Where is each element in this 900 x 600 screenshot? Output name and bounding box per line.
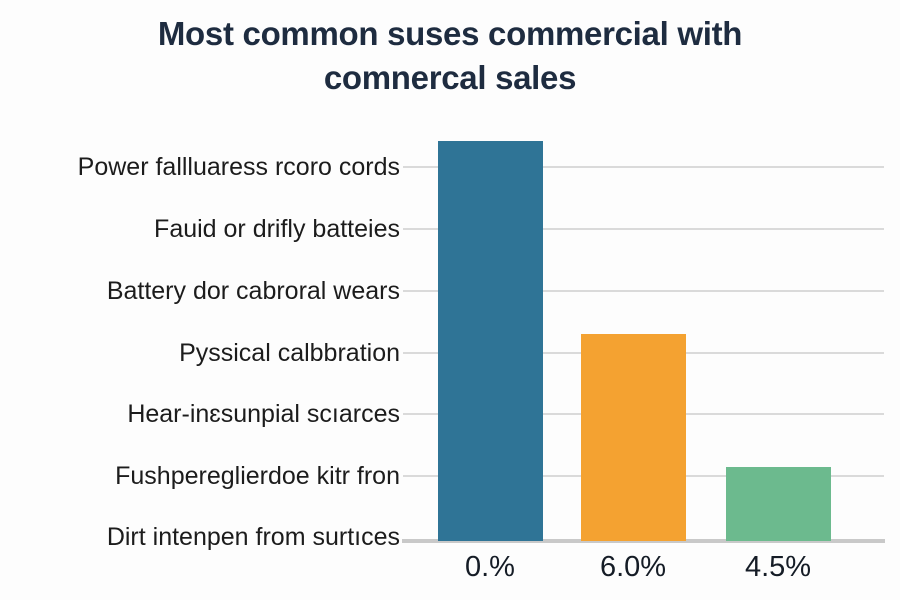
bar <box>580 334 686 541</box>
category-label: Power fallluaress rcoro cords <box>77 153 400 181</box>
category-label: Battery dor cabroral wears <box>106 277 400 305</box>
bar <box>725 467 831 541</box>
x-tick-label: 0.% <box>465 551 515 583</box>
category-label: Dirt intenpen from surtıces <box>106 523 400 551</box>
chart-title: Most common suses commercial with comnerc… <box>0 12 900 100</box>
gridline <box>403 228 884 230</box>
x-axis-baseline <box>402 539 885 543</box>
x-tick-label: 4.5% <box>744 551 812 583</box>
chart-title-line1: Most common suses commercial with <box>157 15 743 52</box>
category-label: Fushpereglierdoe kitr fron <box>115 461 400 490</box>
category-label: Pyssical calbbration <box>179 338 400 367</box>
category-label: Fauid or drifly batteies <box>154 215 400 243</box>
gridline <box>403 166 884 168</box>
gridline <box>403 290 884 292</box>
chart-title-line2: comnercal sales <box>323 59 577 96</box>
category-label: Hear-inɛsunpial scıarces <box>127 400 400 428</box>
bar <box>437 141 543 541</box>
x-tick-label: 6.0% <box>599 551 667 583</box>
